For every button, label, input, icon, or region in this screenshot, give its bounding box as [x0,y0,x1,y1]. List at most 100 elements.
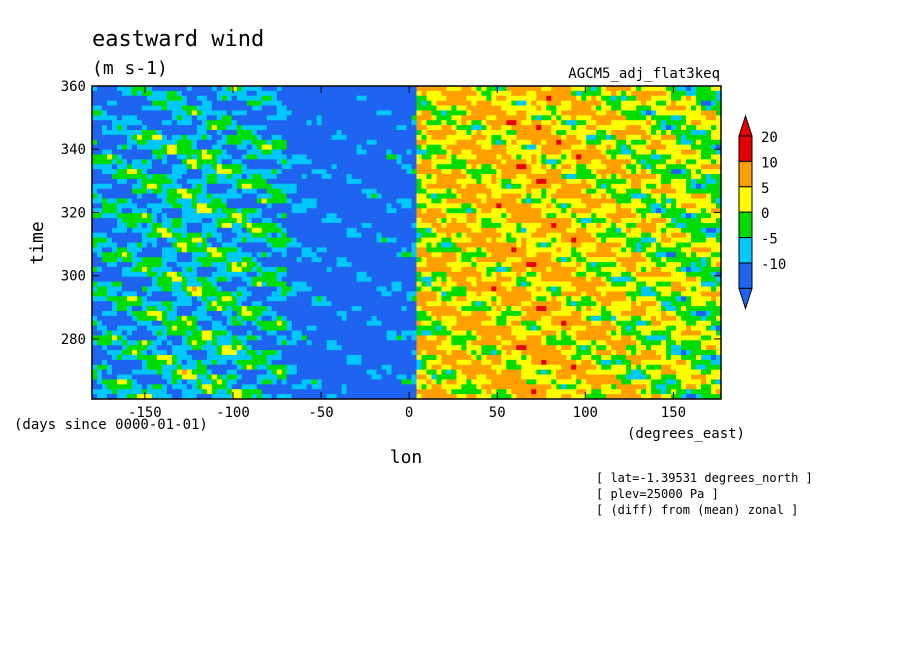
heatmap-cell [426,271,432,278]
heatmap-cell [556,252,562,258]
heatmap-cell [241,262,248,268]
heatmap-cell [461,227,467,234]
heatmap-cell [396,110,402,116]
heatmap-cell [481,208,487,214]
heatmap-cell [546,115,552,121]
heatmap-cell [491,134,497,141]
heatmap-cell [166,213,173,219]
heatmap-cell [496,208,502,214]
heatmap-cell [256,159,263,165]
heatmap-cell [291,208,298,214]
heatmap-cell [106,203,113,209]
heatmap-cell [286,110,293,116]
heatmap-cell [141,110,148,116]
heatmap-cell [331,213,338,219]
heatmap-cell [566,242,572,248]
heatmap-cell [541,257,547,263]
heatmap-cell [341,86,347,92]
heatmap-cell [121,188,128,194]
heatmap-cell [161,252,168,258]
heatmap-cell [671,95,677,102]
heatmap-cell [686,257,692,263]
heatmap-cell [666,183,672,190]
heatmap-cell [141,271,148,278]
heatmap-cell [181,95,188,102]
heatmap-cell [411,222,417,229]
heatmap-cell [651,193,657,199]
heatmap-cell [206,257,213,263]
heatmap-cell [491,105,497,111]
heatmap-cell [96,100,103,106]
heatmap-cell [246,262,253,268]
heatmap-cell [511,100,517,106]
heatmap-cell [361,262,367,268]
heatmap-cell [571,198,577,204]
heatmap-cell [566,95,572,102]
heatmap-cell [546,125,552,131]
heatmap-cell [121,134,128,141]
heatmap-cell [466,252,472,258]
heatmap-cell [221,276,228,283]
heatmap-cell [276,100,283,106]
heatmap-cell [556,174,562,180]
heatmap-cell [571,183,577,190]
heatmap-cell [356,125,362,131]
heatmap-cell [136,218,143,224]
heatmap-cell [151,154,158,160]
heatmap-cell [521,174,527,180]
heatmap-cell [436,218,442,224]
heatmap-cell [431,262,437,268]
heatmap-cell [651,130,657,136]
heatmap-cell [271,130,278,136]
heatmap-cell [711,257,717,263]
heatmap-cell [436,154,442,160]
heatmap-cell [531,154,537,160]
heatmap-cell [471,188,477,194]
heatmap-cell [256,257,263,263]
heatmap-cell [626,86,632,92]
heatmap-cell [221,242,228,248]
heatmap-cell [391,262,397,268]
heatmap-cell [381,247,387,253]
heatmap-cell [706,242,712,248]
heatmap-cell [151,188,158,194]
heatmap-cell [436,227,442,234]
heatmap-cell [516,193,522,199]
heatmap-cell [516,262,522,268]
heatmap-cell [366,252,372,258]
heatmap-cell [451,242,457,248]
heatmap-cell [236,100,243,106]
heatmap-cell [706,90,712,97]
heatmap-cell [336,169,342,175]
heatmap-cell [161,183,168,190]
heatmap-cell [126,120,133,126]
heatmap-cell [246,232,253,239]
heatmap-cell [586,110,592,116]
heatmap-cell [631,266,637,273]
heatmap-cell [661,232,667,239]
heatmap-cell [256,115,263,121]
heatmap-cell [441,105,447,111]
heatmap-cell [301,169,308,175]
heatmap-cell [496,218,502,224]
heatmap-cell [326,213,333,219]
heatmap-cell [426,222,432,229]
heatmap-cell [601,227,607,234]
heatmap-cell [486,125,492,131]
heatmap-cell [706,232,712,239]
heatmap-cell [166,120,173,126]
heatmap-cell [176,149,183,155]
heatmap-cell [196,154,203,160]
heatmap-cell [511,271,517,278]
heatmap-cell [676,125,682,131]
heatmap-cell [561,159,567,165]
heatmap-cell [341,218,347,224]
heatmap-cell [426,134,432,141]
heatmap-cell [351,266,357,273]
heatmap-cell [101,203,108,209]
heatmap-cell [396,262,402,268]
heatmap-cell [236,262,243,268]
heatmap-cell [451,232,457,239]
heatmap-cell [626,198,632,204]
heatmap-cell [486,227,492,234]
